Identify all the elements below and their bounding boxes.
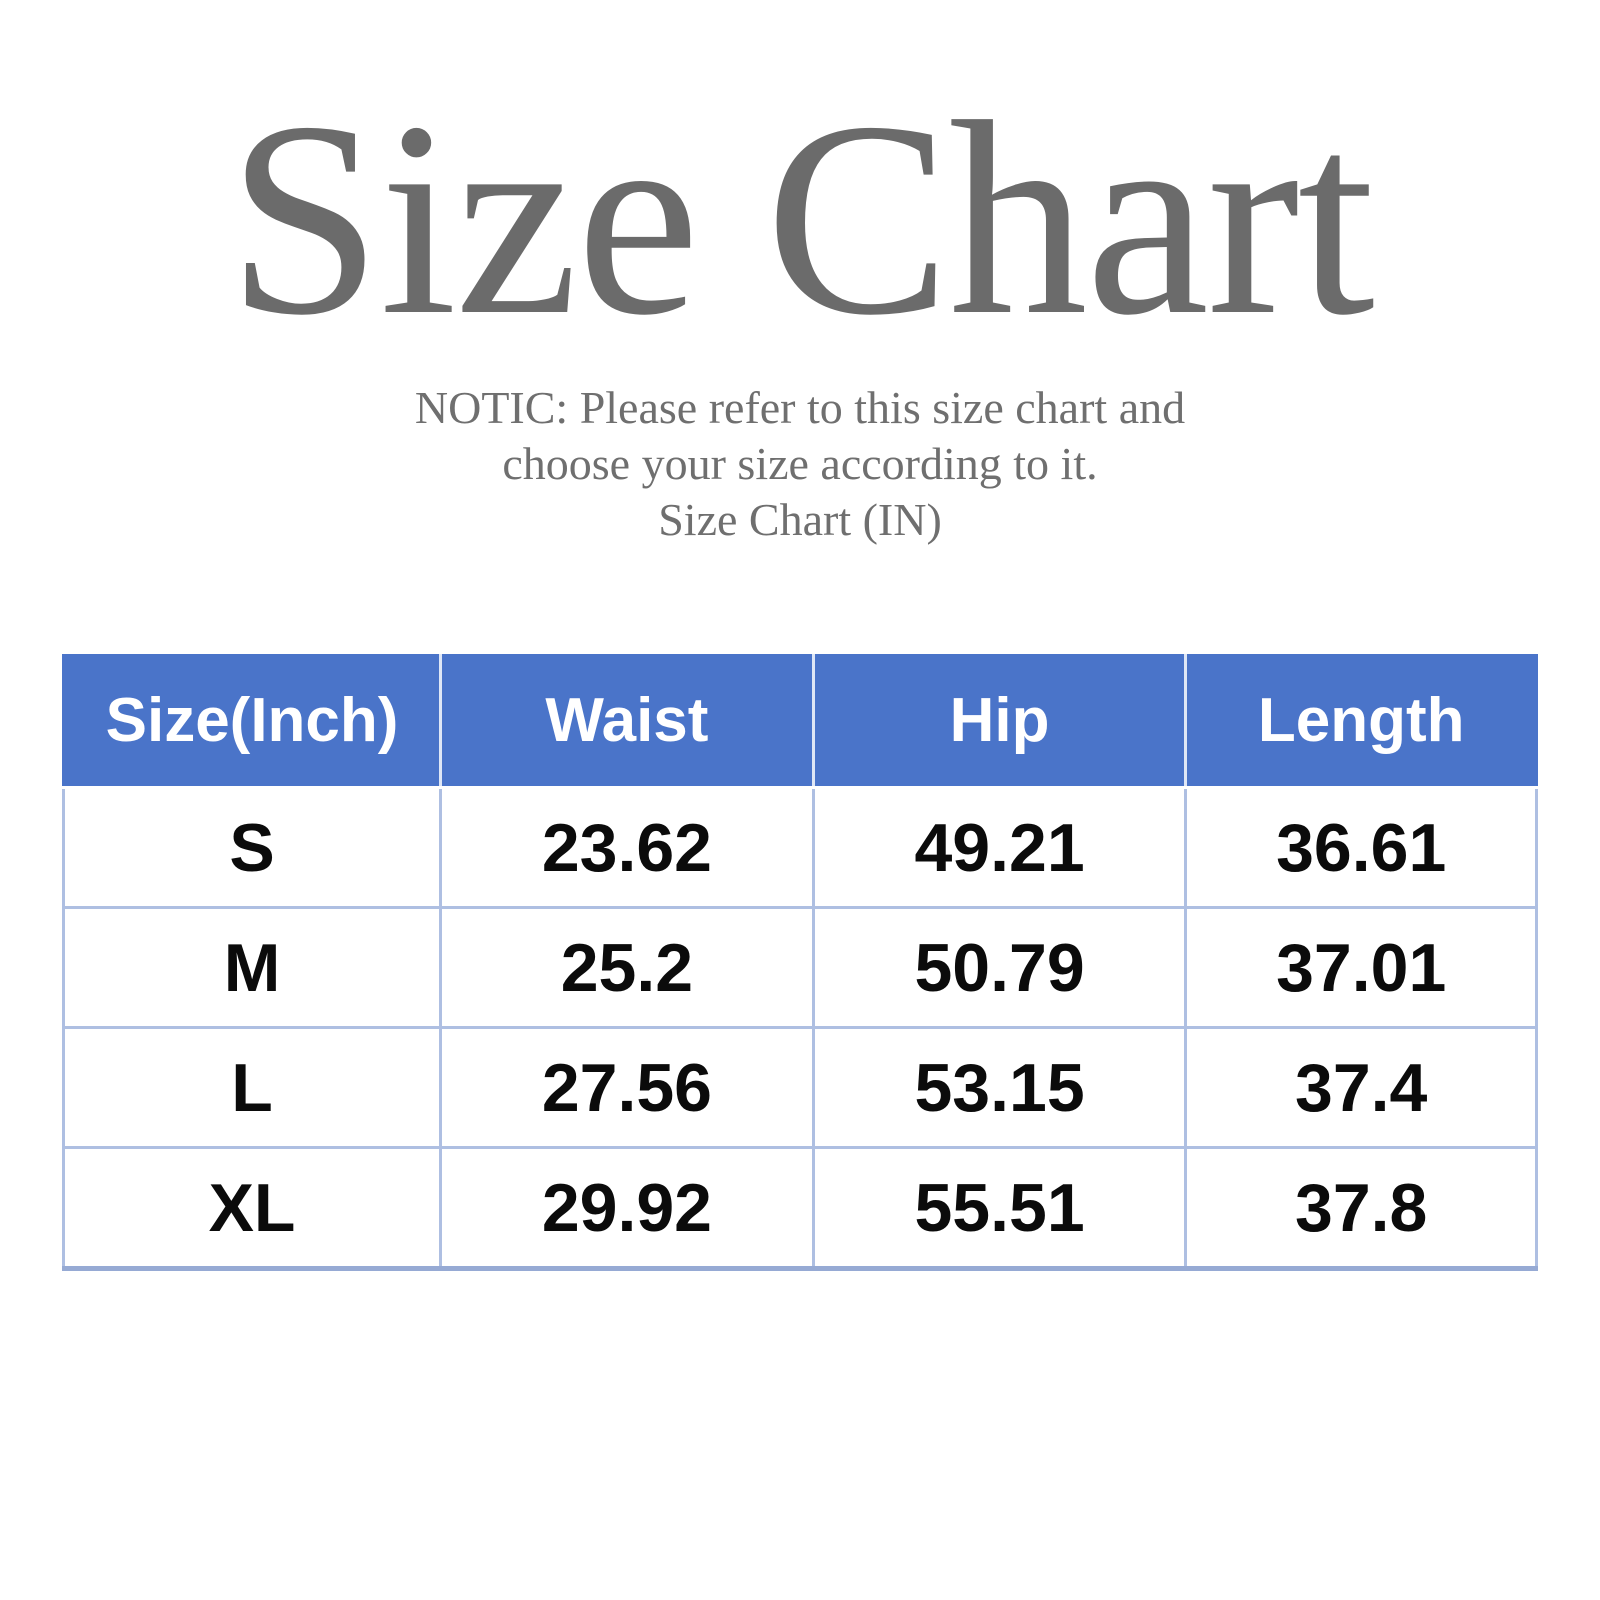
cell-hip-l: 53.15 (811, 1026, 1188, 1150)
column-header-hip: Hip (811, 654, 1188, 790)
notice-line-2: choose your size according to it. (502, 438, 1098, 490)
table-row-m: M 25.2 50.79 37.01 (61, 906, 1538, 1030)
table-row-l: L 27.56 53.15 37.4 (61, 1026, 1538, 1150)
cell-size-xl: XL (61, 1146, 443, 1272)
column-header-length: Length (1184, 654, 1538, 790)
cell-waist-l: 27.56 (439, 1026, 815, 1150)
cell-length-l: 37.4 (1184, 1026, 1538, 1150)
cell-size-m: M (61, 906, 443, 1030)
cell-waist-m: 25.2 (439, 906, 815, 1030)
table-row-s: S 23.62 49.21 36.61 (61, 786, 1538, 910)
header-row: Size(Inch) Waist Hip Length (61, 654, 1538, 790)
cell-waist-s: 23.62 (439, 786, 815, 910)
notice-line-3: Size Chart (IN) (658, 494, 942, 546)
table-row-xl: XL 29.92 55.51 37.8 (61, 1146, 1538, 1272)
cell-length-xl: 37.8 (1184, 1146, 1538, 1272)
column-header-waist: Waist (439, 654, 815, 790)
size-table: Size(Inch) Waist Hip Length S 23.62 49.2… (61, 654, 1538, 1272)
cell-length-s: 36.61 (1184, 786, 1538, 910)
cell-hip-s: 49.21 (811, 786, 1188, 910)
cell-length-m: 37.01 (1184, 906, 1538, 1030)
page-title: Size Chart (227, 65, 1375, 373)
cell-hip-xl: 55.51 (811, 1146, 1188, 1272)
cell-size-s: S (61, 786, 443, 910)
size-table-container: Size(Inch) Waist Hip Length S 23.62 49.2… (61, 654, 1538, 1272)
cell-size-l: L (61, 1026, 443, 1150)
cell-hip-m: 50.79 (811, 906, 1188, 1030)
notice-text: NOTIC: Please refer to this size chart a… (0, 380, 1600, 548)
cell-waist-xl: 29.92 (439, 1146, 815, 1272)
column-header-size: Size(Inch) (61, 654, 443, 790)
notice-line-1: NOTIC: Please refer to this size chart a… (414, 382, 1186, 433)
